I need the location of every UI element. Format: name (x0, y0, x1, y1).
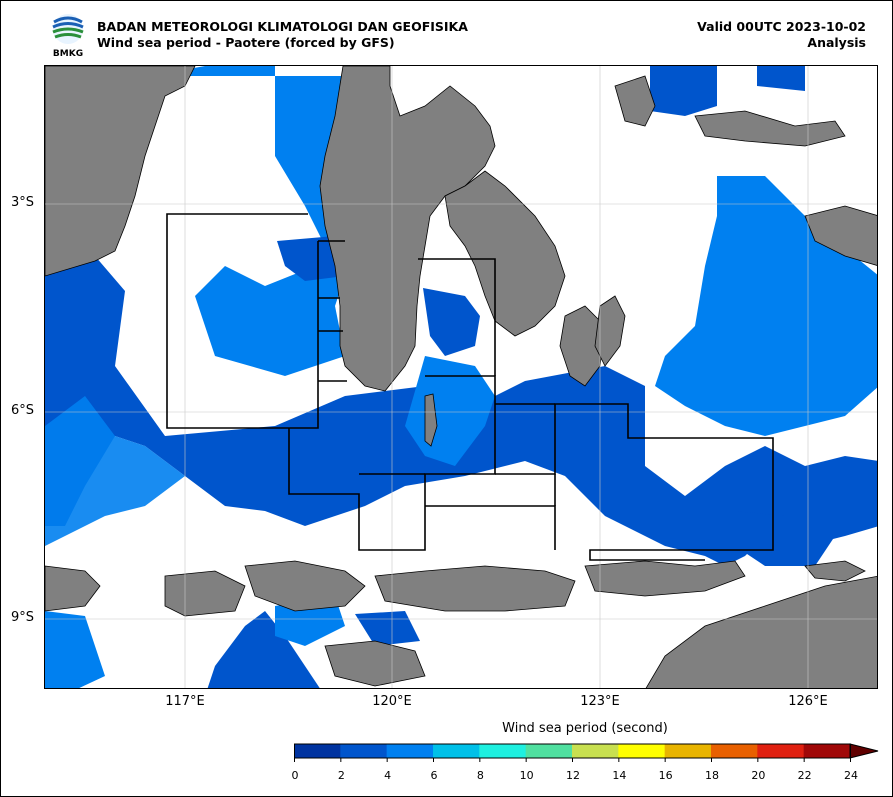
selayar-island (424, 393, 438, 447)
colorbar-bin-8 (479, 744, 527, 758)
colorbar-bin-14 (618, 744, 666, 758)
lat-label-9s: 9°S (11, 610, 35, 625)
wetar-island (804, 560, 866, 582)
sea-field-dark-upper (277, 236, 480, 356)
bmkg-logo: BMKG (52, 14, 84, 58)
colorbar-bin-10 (525, 744, 573, 758)
sulawesi-land (319, 66, 496, 392)
java-east (45, 565, 101, 612)
buru-island (694, 110, 846, 147)
colorbar-bin-16 (664, 744, 712, 758)
colorbar-bin-18 (711, 744, 758, 758)
colorbar-bin-4 (386, 744, 434, 758)
colorbar-tick-label: 6 (430, 769, 438, 782)
map-svg (45, 66, 877, 688)
lon-label-117e: 117°E (165, 694, 205, 709)
colorbar-bin-20 (757, 744, 805, 758)
colorbar-tick-label: 10 (519, 769, 534, 782)
colorbar-bin-12 (572, 744, 619, 758)
colorbar-tick-label: 14 (612, 769, 627, 782)
sumba-island (324, 640, 426, 687)
analysis-label: Analysis (807, 35, 866, 50)
buton-island (559, 305, 606, 387)
colorbar-extend-arrow (849, 743, 879, 759)
flores-east (584, 560, 746, 597)
sulawesi-southeast-arm (444, 170, 566, 337)
logo-text: BMKG (53, 49, 83, 58)
colorbar-title: Wind sea period (second) (502, 721, 668, 736)
graticule (45, 66, 877, 688)
map-panel (44, 65, 878, 689)
product-title: Wind sea period - Paotere (forced by GFS… (97, 35, 395, 50)
valid-time: Valid 00UTC 2023-10-02 (697, 19, 866, 34)
colorbar-tick-label: 12 (566, 769, 580, 782)
colorbar (294, 743, 879, 762)
colorbar-tick-label: 22 (797, 769, 812, 782)
lombok-sumbawa (244, 560, 366, 612)
lon-label-126e: 126°E (788, 694, 828, 709)
colorbar-bin-6 (433, 744, 480, 758)
colorbar-tick-label: 18 (705, 769, 719, 782)
borneo-land (45, 66, 196, 277)
colorbar-tick-label: 4 (384, 769, 392, 782)
colorbar-tick-label: 24 (844, 769, 858, 782)
banggai-island (614, 75, 656, 127)
lat-label-3s: 3°S (11, 195, 35, 210)
colorbar-tick-label: 16 (658, 769, 673, 782)
flores-island (374, 565, 576, 612)
land (45, 66, 877, 688)
colorbar-bin-0 (294, 744, 341, 758)
agency-title: BADAN METEOROLOGI KLIMATOLOGI DAN GEOFIS… (97, 19, 468, 34)
timor-island (645, 575, 877, 688)
forecast-zones (166, 213, 774, 561)
colorbar-bin-2 (340, 744, 388, 758)
colorbar-bin-22 (803, 744, 851, 758)
colorbar-tick-label: 2 (337, 769, 345, 782)
colorbar-tick-label: 20 (751, 769, 766, 782)
seram-island (804, 205, 877, 266)
bali-island (164, 570, 246, 617)
colorbar-tick-label: 8 (476, 769, 484, 782)
lon-label-120e: 120°E (372, 694, 412, 709)
lat-label-6s: 6°S (11, 403, 35, 418)
muna-island (594, 295, 626, 367)
lon-label-123e: 123°E (580, 694, 620, 709)
colorbar-tick-label: 0 (291, 769, 299, 782)
